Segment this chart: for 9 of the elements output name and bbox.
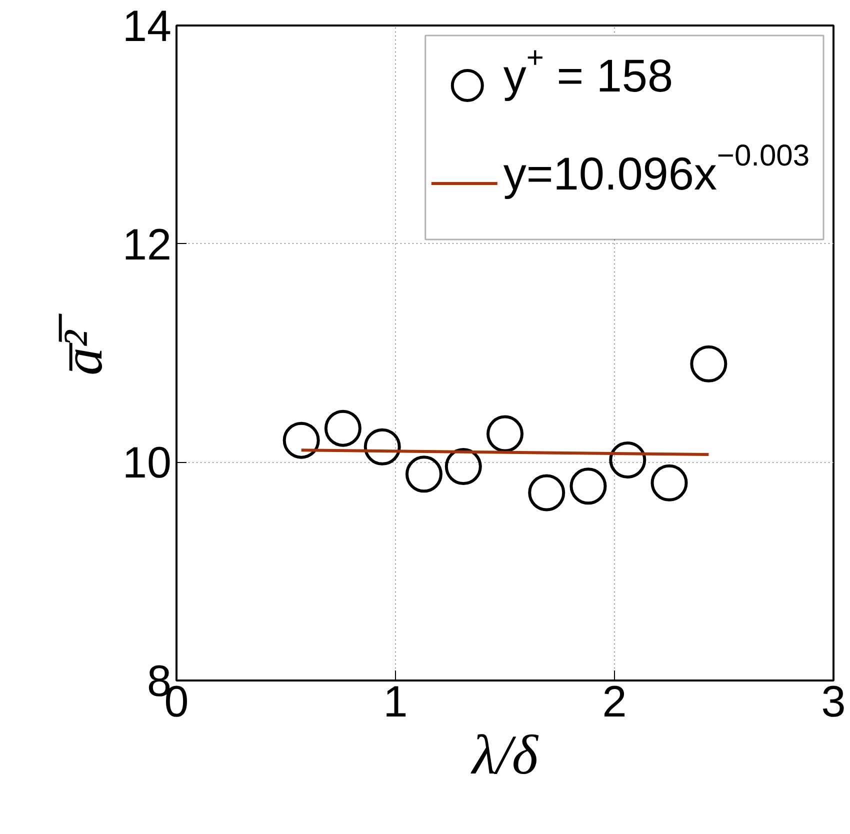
y-tick-label: 14: [122, 2, 172, 51]
legend-label: y+ = 158: [503, 42, 674, 102]
y-axis-title: a̅²̅: [52, 312, 115, 376]
x-tick-label: 3: [821, 678, 846, 726]
x-tick-label: 2: [602, 678, 627, 726]
x-axis-title: λ/δ: [470, 724, 539, 786]
y-tick-label: 12: [122, 220, 172, 270]
y-tick-label: 10: [122, 438, 172, 488]
x-tick-label: 1: [383, 678, 408, 726]
